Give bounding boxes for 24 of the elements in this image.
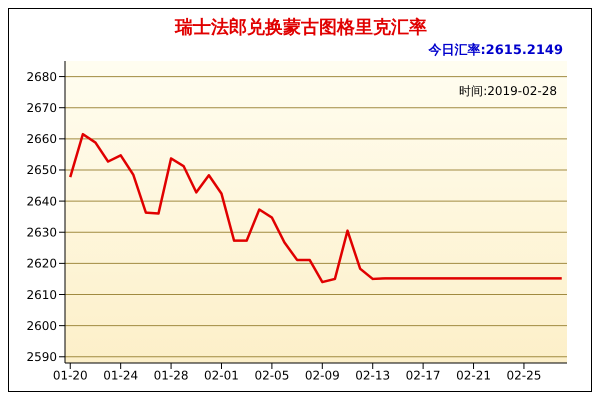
y-tick-label: 2640 — [26, 194, 57, 208]
x-tick-label: 02-01 — [204, 368, 239, 383]
x-tick-label: 02-09 — [304, 368, 340, 383]
line-series — [69, 132, 563, 284]
x-tick-label: 01-28 — [154, 368, 189, 383]
y-tick-label: 2660 — [26, 132, 57, 146]
x-tick-label: 02-05 — [254, 368, 290, 383]
x-tick-label: 01-24 — [103, 368, 138, 383]
chart-title: 瑞士法郎兑换蒙古图格里克汇率 — [174, 16, 428, 39]
y-tick-label: 2610 — [26, 288, 57, 302]
x-tick-label: 02-17 — [406, 368, 441, 383]
x-tick-label: 02-21 — [456, 368, 491, 383]
y-tick-label: 2600 — [26, 318, 57, 333]
y-tick-label: 2620 — [26, 256, 57, 271]
x-tick-label: 02-13 — [355, 368, 390, 383]
y-tick-label: 2590 — [26, 350, 57, 364]
annotation: 时间:2019-02-28 — [459, 83, 557, 100]
x-tick-label: 02-25 — [506, 368, 542, 383]
y-tick-label: 2680 — [26, 70, 57, 84]
chart-subtitle: 今日汇率:2615.2149 — [428, 42, 563, 59]
y-tick-label: 2630 — [26, 225, 57, 240]
y-tick-label: 2670 — [26, 100, 57, 115]
y-tick-label: 2650 — [26, 163, 57, 178]
x-tick-label: 01-20 — [52, 368, 88, 383]
